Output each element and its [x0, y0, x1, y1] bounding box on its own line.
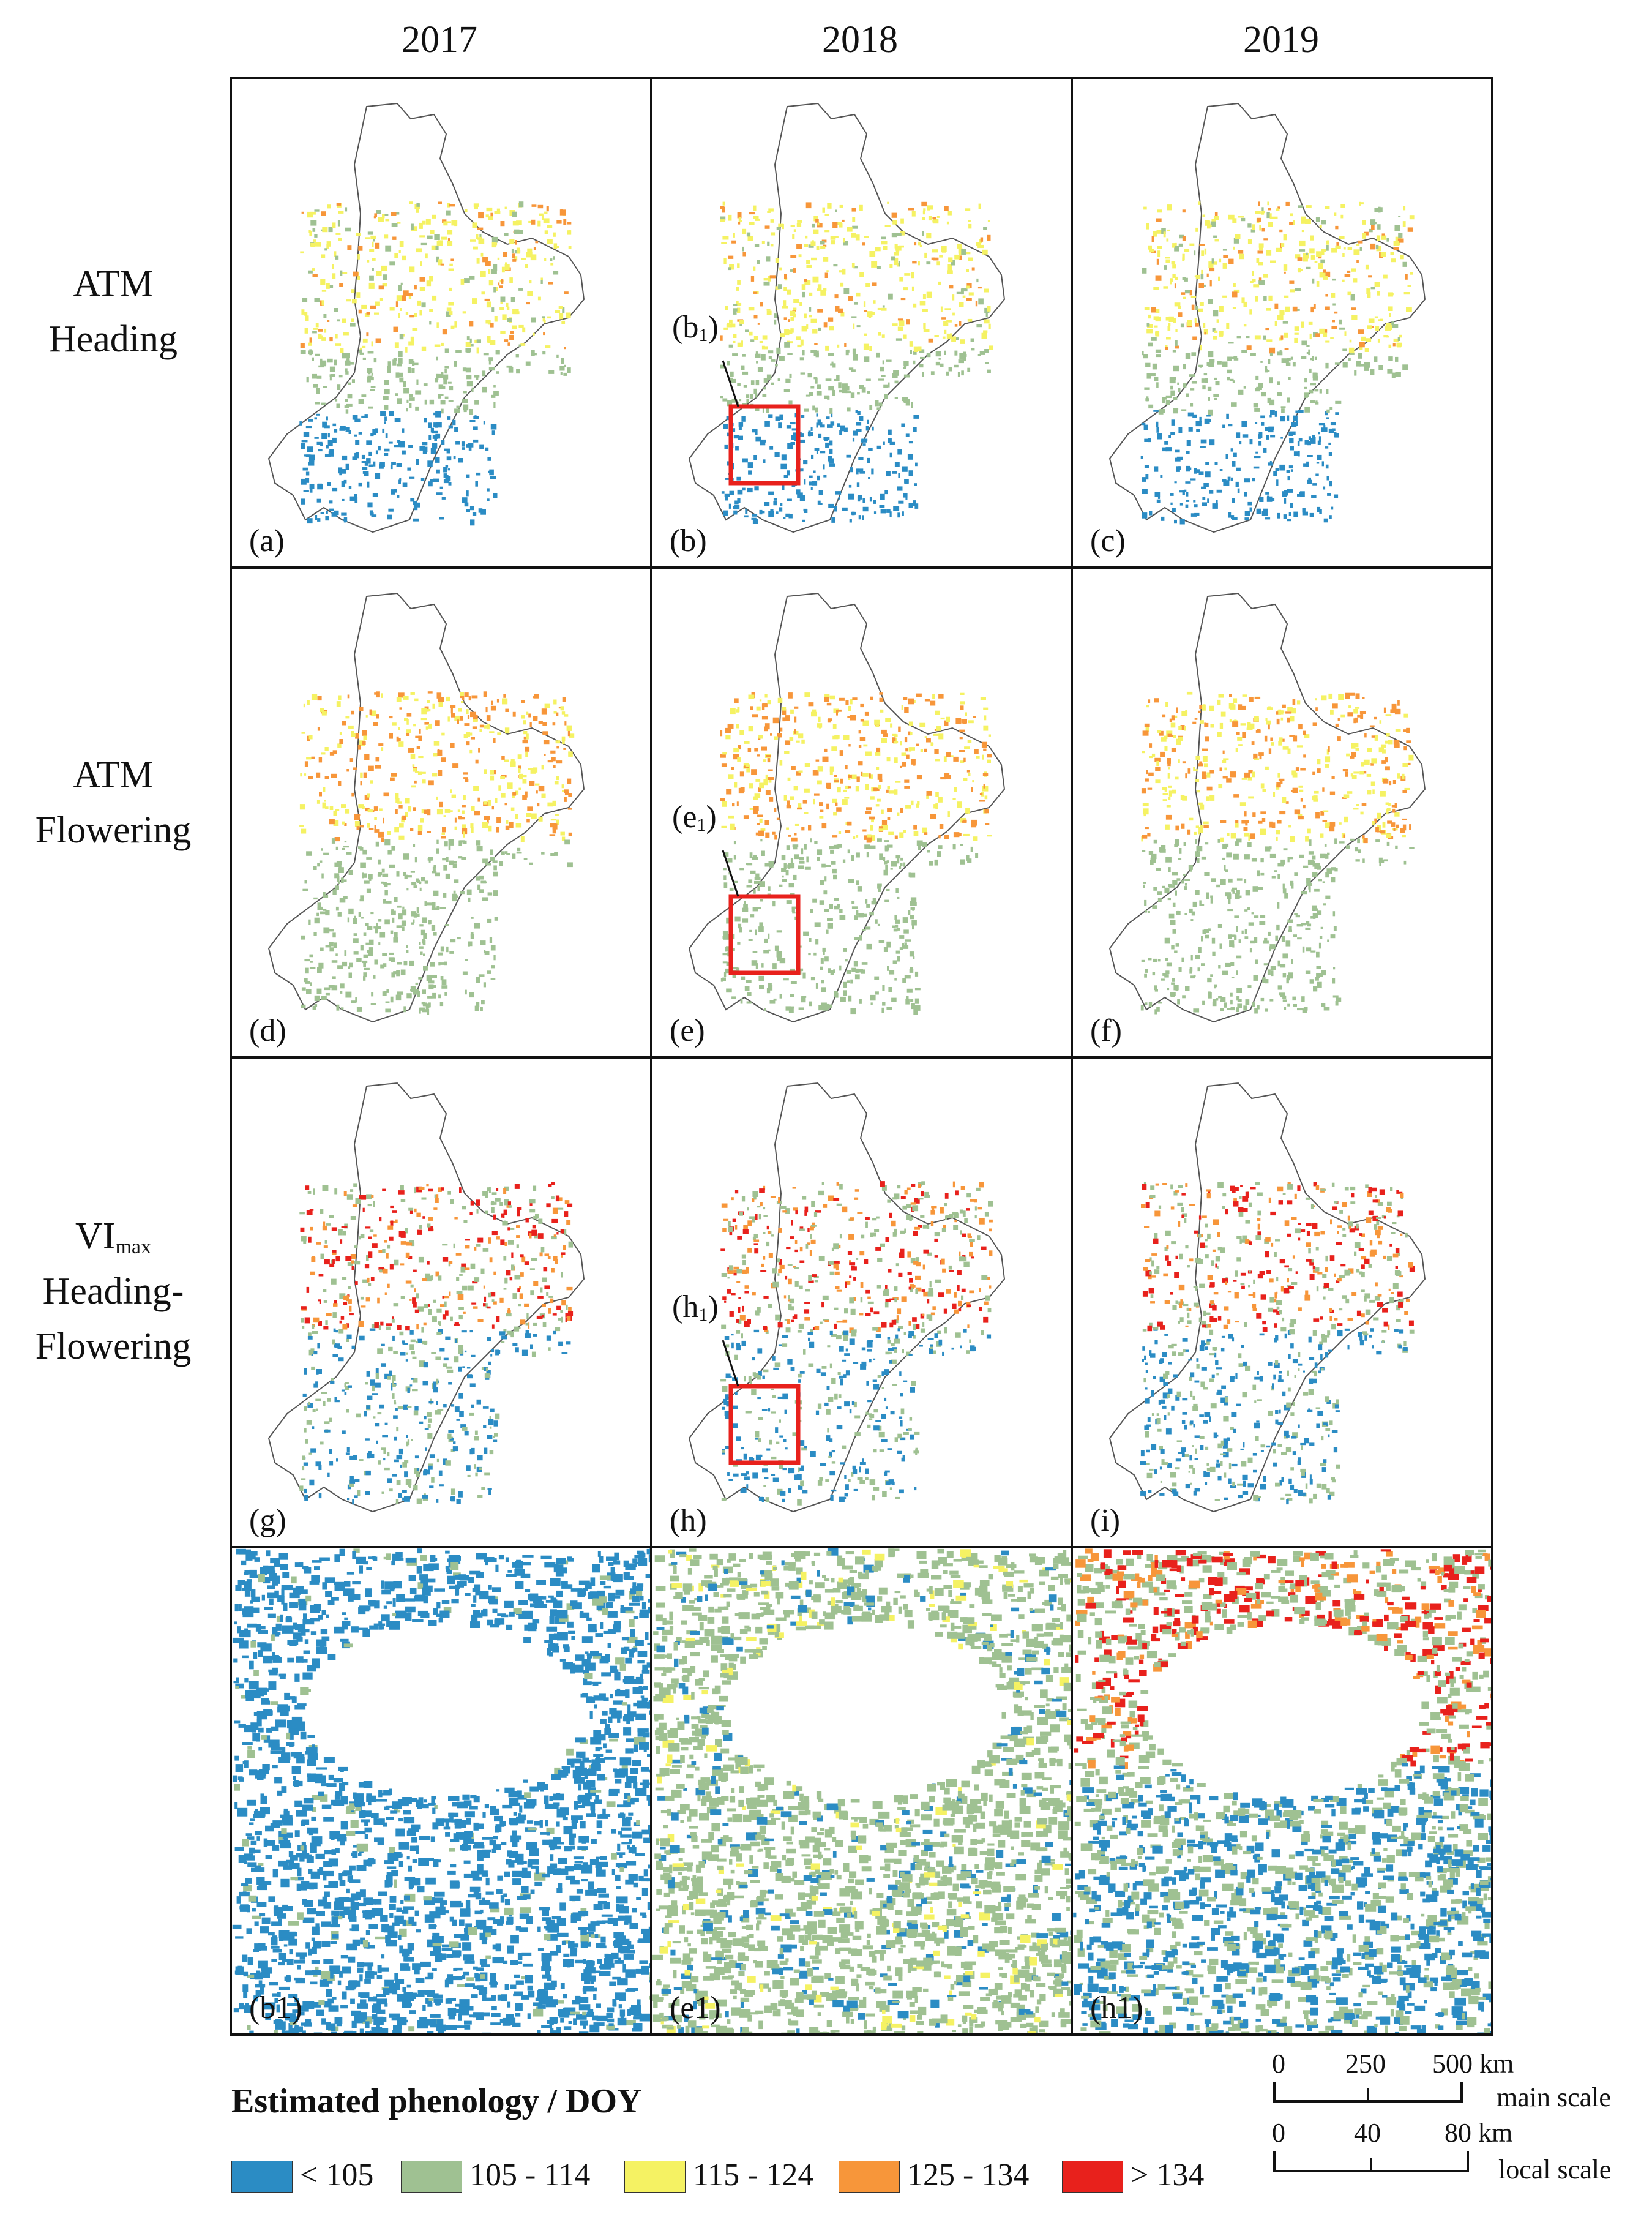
callout-leader-line	[722, 1340, 739, 1387]
panel-label: (i)	[1090, 1503, 1121, 1538]
legend-title: Estimated phenology / DOY	[231, 2082, 642, 2120]
local-scale-line	[1273, 2151, 1469, 2172]
phenology-zoom-map	[232, 1548, 650, 2033]
row-header-atm-flowering: ATM Flowering	[12, 748, 214, 858]
row-header-line: Flowering	[35, 809, 192, 851]
panel-a: (a)	[230, 77, 652, 569]
row-header-vimax-heading-flowering: VImax Heading- Flowering	[12, 1209, 214, 1375]
legend-swatch	[231, 2161, 293, 2193]
phenology-map	[267, 1082, 585, 1513]
region-boundary	[688, 1082, 1006, 1513]
row-header-line: Heading	[48, 318, 178, 360]
phenology-map	[1108, 592, 1426, 1023]
phenology-map	[267, 102, 585, 533]
panel-g: (g)	[230, 1056, 652, 1548]
phenology-map	[688, 102, 1006, 533]
phenology-map	[1108, 1082, 1426, 1513]
map-grid: (a) (b) (c) (d) (e) (f) (g) (h) (i) (b1) (e1) (h1)	[230, 77, 1493, 2036]
phenology-map	[688, 1082, 1006, 1513]
region-boundary	[267, 592, 585, 1023]
phenology-map	[267, 592, 585, 1023]
row-header-line: VImax	[12, 1209, 214, 1264]
row-header-line: Flowering	[35, 1325, 192, 1367]
region-boundary	[267, 102, 585, 533]
panel-label: (h1)	[1090, 1990, 1143, 2025]
panel-i: (i)	[1071, 1056, 1493, 1548]
legend-swatch	[1062, 2161, 1123, 2193]
phenology-map	[688, 592, 1006, 1023]
panel-b: (b)	[650, 77, 1073, 569]
vi-text: VI	[75, 1215, 116, 1257]
zoom-extent-box	[728, 894, 801, 975]
legend-swatch	[401, 2161, 462, 2193]
callout-e1: (e1)	[672, 800, 717, 835]
main-scale-label: main scale	[1497, 2082, 1611, 2112]
main-scale-line	[1273, 2082, 1463, 2103]
row-header-line: Heading-	[42, 1270, 184, 1312]
main-scale-tick-250: 250	[1345, 2049, 1386, 2079]
region-boundary	[1108, 592, 1426, 1023]
zoom-extent-box	[728, 404, 801, 486]
callout-leader-line	[722, 850, 739, 897]
panel-label: (a)	[249, 523, 285, 558]
phenology-zoom-map	[1073, 1548, 1491, 2033]
region-boundary	[1108, 1082, 1426, 1513]
phenology-map	[1108, 102, 1426, 533]
column-header-2017: 2017	[402, 19, 477, 61]
panel-label: (e)	[670, 1013, 705, 1048]
panel-label: (b)	[670, 523, 707, 558]
panel-b1: (b1)	[230, 1546, 652, 2036]
main-scale-tick-500: 500 km	[1432, 2049, 1514, 2079]
zoom-extent-box	[728, 1384, 801, 1465]
panel-h: (h)	[650, 1056, 1073, 1548]
max-subscript: max	[115, 1236, 151, 1258]
region-boundary	[688, 102, 1006, 533]
row-header-atm-heading: ATM Heading	[12, 257, 214, 367]
local-scale-tick-40: 40	[1354, 2118, 1381, 2148]
legend-label: 125 - 134	[907, 2158, 1030, 2193]
callout-leader-line	[722, 360, 739, 407]
row-header-line: ATM	[73, 263, 154, 305]
legend-swatch	[839, 2161, 900, 2193]
panel-label: (g)	[249, 1503, 286, 1538]
panel-label: (c)	[1090, 523, 1126, 558]
column-header-2019: 2019	[1243, 19, 1319, 61]
local-scale-tick-0: 0	[1272, 2118, 1285, 2148]
main-scale-tick-0: 0	[1272, 2049, 1285, 2079]
column-header-2018: 2018	[822, 19, 898, 61]
callout-h1: (h1)	[672, 1289, 719, 1325]
legend-swatch	[624, 2161, 686, 2193]
panel-label: (d)	[249, 1013, 286, 1048]
phenology-zoom-map	[652, 1548, 1071, 2033]
panel-e1: (e1)	[650, 1546, 1073, 2036]
callout-b1: (b1)	[672, 310, 719, 345]
panel-f: (f)	[1071, 566, 1493, 1059]
legend-label: 115 - 124	[693, 2158, 814, 2193]
region-boundary	[267, 1082, 585, 1513]
region-boundary	[1108, 102, 1426, 533]
local-scale-label: local scale	[1498, 2155, 1612, 2185]
panel-label: (b1)	[249, 1990, 302, 2025]
local-scale-tick-80: 80 km	[1445, 2118, 1513, 2148]
panel-d: (d)	[230, 566, 652, 1059]
panel-label: (f)	[1090, 1013, 1122, 1048]
panel-h1: (h1)	[1071, 1546, 1493, 2036]
panel-label: (e1)	[670, 1990, 721, 2025]
legend-label: 105 - 114	[469, 2158, 591, 2193]
legend-label: < 105	[300, 2158, 374, 2193]
legend-label: > 134	[1131, 2158, 1205, 2193]
panel-label: (h)	[670, 1503, 707, 1538]
panel-c: (c)	[1071, 77, 1493, 569]
row-header-line: ATM	[73, 754, 154, 796]
panel-e: (e)	[650, 566, 1073, 1059]
